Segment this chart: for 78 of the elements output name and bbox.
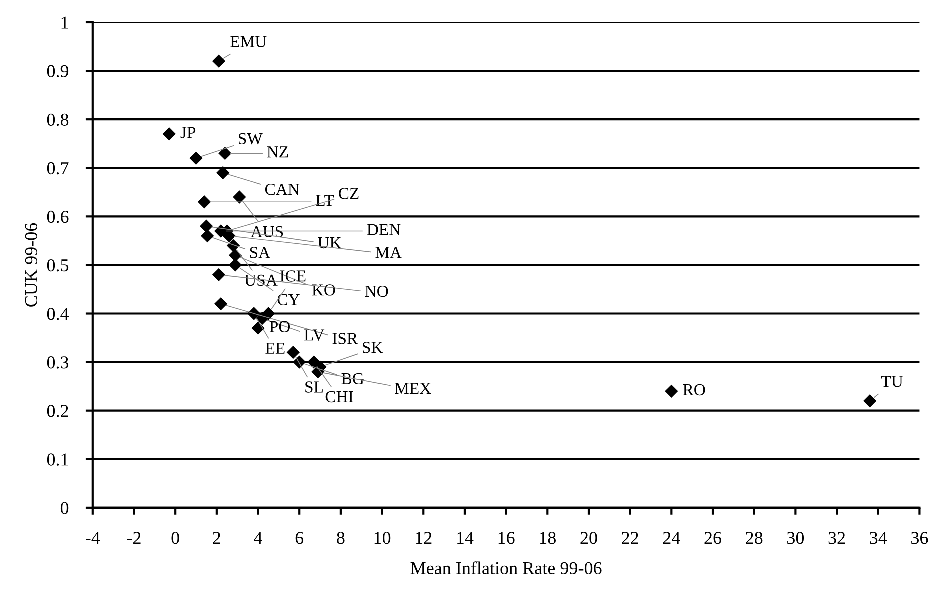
y-tick-label: 1: [62, 16, 68, 29]
x-tick-label: 20: [580, 532, 598, 544]
annotation: SL: [306, 382, 323, 393]
annotation: CZ: [339, 188, 359, 200]
point: [200, 220, 214, 233]
y-tick-label: 0.6: [47, 210, 69, 224]
point: [286, 346, 300, 360]
x-axis-title: Mean Inflation Rate 99-06: [410, 562, 602, 575]
x-tick-label: 16: [498, 532, 515, 544]
annotation: CHI: [326, 391, 354, 403]
x-tick-label: 14: [458, 532, 474, 544]
y-tick-label: 0.7: [47, 162, 69, 175]
x-tick-label: -4: [86, 532, 100, 544]
y-tick-label: 0.1: [47, 454, 68, 466]
x-tick-label: 34: [870, 532, 888, 544]
annotation: BG: [342, 373, 364, 385]
x-tick-label: 4: [254, 532, 262, 544]
x-tick-label: 18: [540, 532, 556, 544]
point: [201, 230, 214, 243]
y-tick-label: 0.8: [47, 114, 69, 126]
point: [864, 394, 877, 408]
annotation: DEN: [367, 224, 401, 236]
point: [665, 384, 678, 398]
x-tick-label: 8: [337, 532, 345, 544]
annotation: PO: [270, 321, 290, 332]
annotation: EMU: [230, 36, 267, 48]
annotation: MA: [376, 247, 402, 258]
annotation: RO: [683, 384, 706, 396]
y-tick-label: 0.5: [47, 259, 69, 272]
point: [262, 307, 276, 320]
x-tick-label: 22: [622, 532, 638, 544]
y-axis-title: CUK 99-06: [25, 223, 38, 307]
x-tick-label: 6: [296, 532, 304, 544]
point: [198, 196, 212, 209]
point: [212, 54, 226, 68]
x-tick-label: 10: [374, 532, 391, 544]
x-tick-label: 32: [828, 532, 846, 544]
annotation: ICE: [280, 270, 306, 282]
point: [212, 268, 226, 282]
annotation: LV: [304, 330, 325, 341]
y-tick-label: 0.3: [47, 356, 69, 369]
annotation: TU: [882, 376, 904, 388]
annotation: UK: [318, 238, 342, 249]
annotation: SA: [250, 247, 270, 258]
x-tick-label: 2: [213, 532, 220, 544]
annotation: NZ: [267, 146, 288, 158]
point: [228, 258, 242, 272]
annotation: CAN: [265, 184, 300, 196]
annotation: NO: [365, 286, 388, 298]
x-tick-label: 24: [663, 532, 680, 544]
point: [216, 166, 230, 180]
annotation: KO: [312, 284, 336, 296]
annotation: JP: [180, 127, 196, 138]
x-tick-label: 26: [704, 532, 722, 544]
x-tick-label: 12: [416, 532, 432, 544]
x-tick-label: 0: [172, 532, 180, 544]
point: [190, 152, 203, 166]
annotation: USA: [244, 274, 278, 286]
x-tick-label: -2: [127, 532, 141, 544]
y-tick-label: 0.9: [47, 65, 69, 78]
point: [218, 146, 232, 160]
annotation: ISR: [332, 333, 358, 344]
annotation: EE: [266, 342, 285, 354]
annotation: SW: [239, 133, 263, 145]
x-tick-label: 28: [746, 532, 763, 544]
annotation: LT: [316, 195, 334, 206]
y-tick-label: 0: [60, 502, 69, 514]
x-tick-label: 30: [788, 532, 804, 544]
point: [252, 322, 265, 335]
annotation: SK: [363, 342, 384, 354]
annotation: MEX: [395, 383, 432, 394]
y-tick-label: 0.2: [47, 405, 68, 418]
point: [214, 297, 228, 311]
x-tick-label: 36: [912, 532, 928, 544]
annotation: CY: [278, 294, 300, 306]
point: [233, 190, 246, 204]
point: [162, 128, 176, 141]
y-tick-label: 0.4: [47, 308, 70, 320]
